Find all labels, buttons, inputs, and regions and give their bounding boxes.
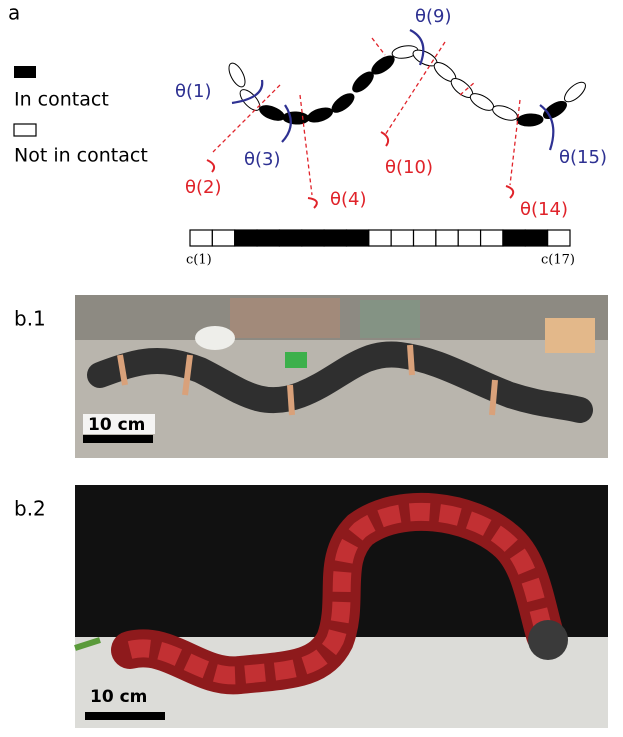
- contact-cell: [302, 230, 324, 246]
- panel-label: a: [8, 1, 20, 25]
- contact-cell: [481, 230, 503, 246]
- contact-cell: [369, 230, 391, 246]
- contact-cell: [436, 230, 458, 246]
- contact-cell: [324, 230, 346, 246]
- angle-label: θ(14): [520, 199, 568, 220]
- snake-segment: [306, 105, 334, 124]
- contact-cell: [391, 230, 413, 246]
- panel-label: b.1: [14, 307, 46, 331]
- angle-arrows: [232, 30, 553, 150]
- figure: a In contact Not in contact θ(1) θ(2) θ(…: [0, 0, 623, 733]
- snake-segment: [283, 111, 309, 124]
- contact-cell: [458, 230, 480, 246]
- scale-bar-label: 10 cm: [90, 687, 147, 707]
- legend-text: Not in contact: [14, 145, 148, 167]
- contact-cell: [503, 230, 525, 246]
- snake-segment: [468, 90, 497, 113]
- cell-label: c(17): [541, 253, 575, 268]
- snake-segment: [561, 79, 588, 105]
- angle-label: θ(9): [415, 6, 452, 27]
- contact-cell: [525, 230, 547, 246]
- contact-cell: [257, 230, 279, 246]
- cell-label: c(1): [186, 253, 212, 268]
- contact-cell: [548, 230, 570, 246]
- angle-label: θ(4): [330, 189, 367, 210]
- legend-swatch: [14, 124, 36, 136]
- legend-swatch: [14, 66, 36, 78]
- contact-cell: [235, 230, 257, 246]
- contact-cell: [346, 230, 368, 246]
- angle-label: θ(1): [175, 81, 212, 102]
- panel-label: b.2: [14, 497, 46, 521]
- joint-lines: [213, 38, 520, 195]
- contact-cell: [190, 230, 212, 246]
- photo-b1: 10 cm: [75, 295, 608, 458]
- snake-segment: [517, 113, 544, 127]
- snake-segment: [329, 90, 357, 115]
- snake-segment: [258, 103, 287, 124]
- contact-cell: [279, 230, 301, 246]
- angle-label: θ(10): [385, 157, 433, 178]
- angle-label: θ(3): [244, 149, 281, 170]
- contact-bar: [190, 230, 570, 246]
- angle-label: θ(15): [559, 147, 607, 168]
- snake-segment: [226, 61, 249, 90]
- photo-b2: 10 cm: [75, 485, 608, 728]
- angle-label: θ(2): [185, 177, 222, 198]
- scale-bar-label: 10 cm: [88, 415, 145, 435]
- legend-text: In contact: [14, 89, 109, 111]
- contact-cell: [212, 230, 234, 246]
- snake-segment: [491, 103, 520, 123]
- contact-cell: [414, 230, 436, 246]
